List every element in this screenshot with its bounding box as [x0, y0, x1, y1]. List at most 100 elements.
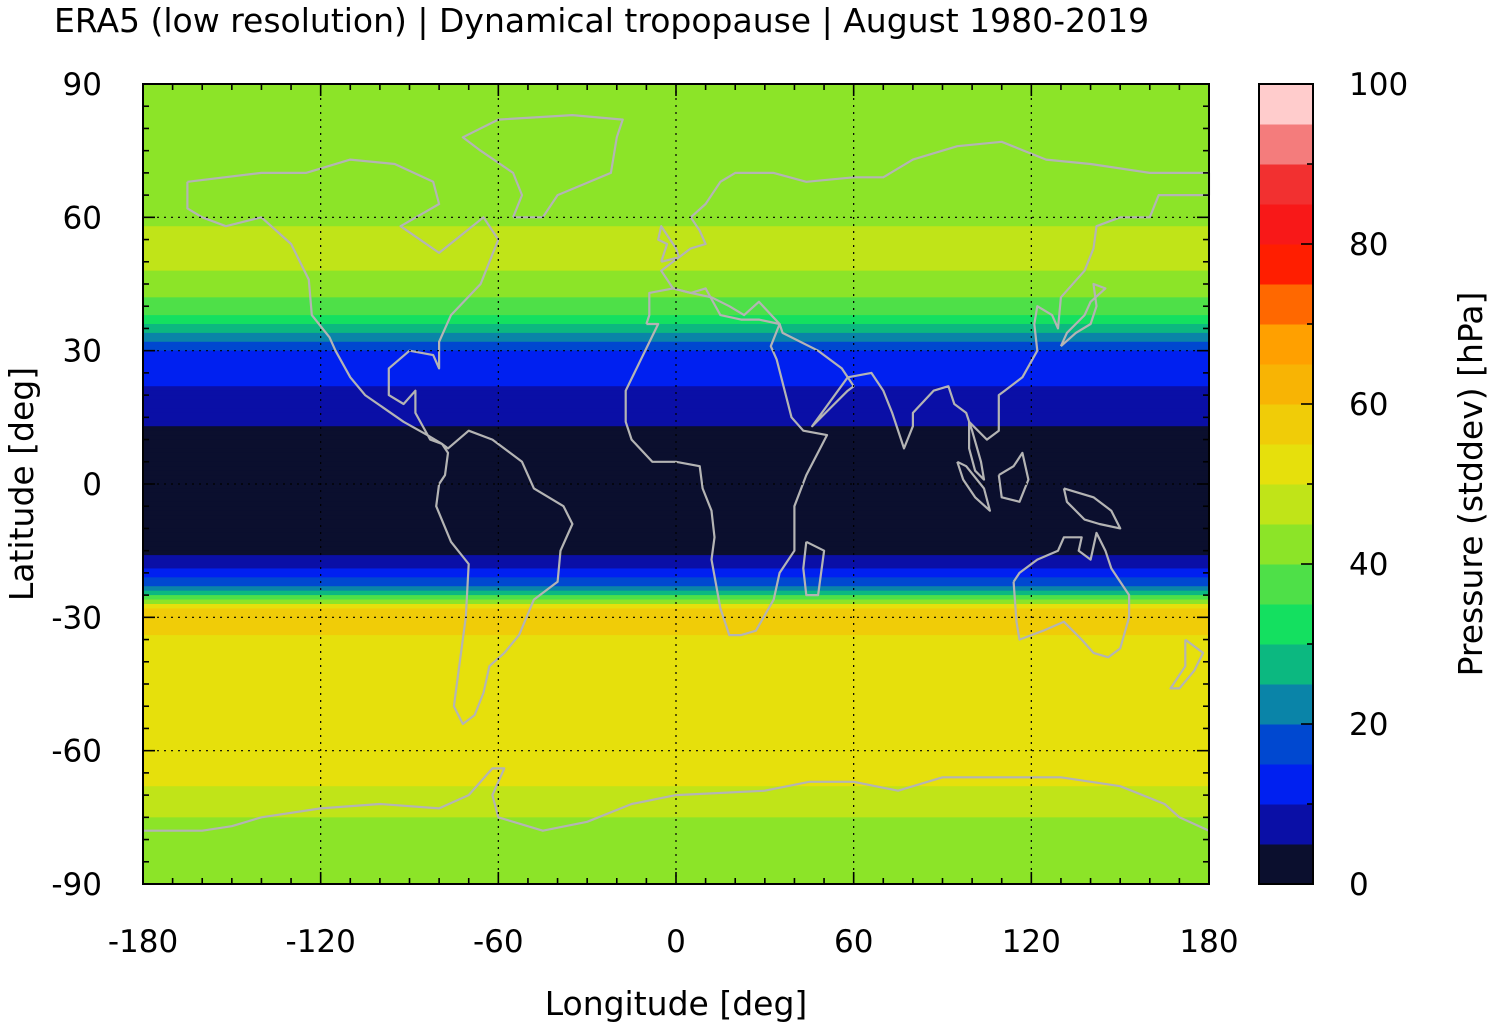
heatmap-band	[143, 679, 1209, 685]
x-tick-labels: -180 -120 -60 0 60 120 180	[108, 924, 1239, 960]
heatmap-band	[143, 435, 1209, 441]
heatmap-band	[143, 470, 1209, 476]
x-tick-label: 0	[666, 924, 686, 960]
heatmap-band	[143, 461, 1209, 467]
colorbar-swatch	[1259, 764, 1313, 805]
heatmap-band	[143, 675, 1209, 681]
colorbar-swatch	[1259, 244, 1313, 285]
x-axis-label: Longitude [deg]	[545, 984, 808, 1023]
heatmap-band	[143, 466, 1209, 472]
heatmap-band	[143, 381, 1209, 387]
heatmap-band	[143, 555, 1209, 561]
chart-title: ERA5 (low resolution) | Dynamical tropop…	[54, 1, 1149, 40]
coastline-outline	[143, 114, 1211, 832]
heatmap-band	[143, 444, 1209, 450]
greenland-outline	[461, 114, 624, 219]
colorbar-swatch	[1259, 724, 1313, 765]
heatmap-band	[143, 604, 1209, 610]
heatmap-band	[143, 399, 1209, 405]
heatmap-band	[143, 101, 1209, 107]
colorbar-tick-label: 20	[1349, 707, 1388, 743]
heatmap-band	[143, 564, 1209, 570]
heatmap-band	[143, 457, 1209, 463]
heatmap-band	[143, 697, 1209, 703]
new-zealand-outline	[1169, 638, 1205, 690]
heatmap-band	[143, 857, 1209, 863]
heatmap-band	[143, 448, 1209, 454]
eurasia-outline	[660, 140, 1211, 481]
heatmap-band	[143, 261, 1209, 267]
heatmap-band	[143, 821, 1209, 827]
madagascar-outline	[802, 540, 826, 597]
heatmap-band	[143, 772, 1209, 778]
y-tick-label: 0	[82, 467, 102, 503]
heatmap-band	[143, 181, 1209, 187]
heatmap-band	[143, 546, 1209, 552]
x-tick-label: 120	[1002, 924, 1061, 960]
heatmap-band	[143, 315, 1209, 321]
colorbar-swatch	[1259, 844, 1313, 885]
europe-africa-asia-outline	[624, 287, 829, 637]
colorbar-swatch	[1259, 164, 1313, 205]
heatmap-band	[143, 297, 1209, 303]
y-tick-label: 30	[63, 334, 102, 370]
y-axis-label: Latitude [deg]	[2, 367, 41, 601]
heatmap-band	[143, 777, 1209, 783]
heatmap-band	[143, 350, 1209, 356]
heatmap-band	[143, 421, 1209, 427]
colorbar-swatch	[1259, 524, 1313, 565]
heatmap-band	[143, 808, 1209, 814]
sumatra-outline	[956, 460, 991, 512]
heatmap-band	[143, 199, 1209, 205]
heatmap-band	[143, 235, 1209, 241]
heatmap-band	[143, 168, 1209, 174]
heatmap-band	[143, 644, 1209, 650]
heatmap-band	[143, 395, 1209, 401]
heatmap-band	[143, 826, 1209, 832]
heatmap-band	[143, 861, 1209, 867]
y-tick-label: -30	[51, 600, 102, 636]
x-tick-label: -60	[473, 924, 524, 960]
y-tick-label: -60	[51, 734, 102, 770]
colorbar-tick-label: 40	[1349, 547, 1388, 583]
heatmap-band	[143, 310, 1209, 316]
heatmap-band	[143, 217, 1209, 223]
heatmap-band	[143, 115, 1209, 121]
heatmap-band	[143, 750, 1209, 756]
plot-frame	[142, 83, 1210, 885]
heatmap-band	[143, 844, 1209, 850]
colorbar-swatch	[1259, 364, 1313, 405]
antarctica-outline	[143, 767, 1210, 832]
colorbar-swatch	[1259, 604, 1313, 645]
heatmap-band	[143, 368, 1209, 374]
heatmap-band	[143, 759, 1209, 765]
x-tick-label: 60	[834, 924, 873, 960]
colorbar-swatch	[1259, 564, 1313, 605]
heatmap-band	[143, 337, 1209, 343]
heatmap-band	[143, 764, 1209, 770]
y-tick-label: 60	[63, 200, 102, 236]
heatmap-band	[143, 226, 1209, 232]
heatmap-band	[143, 590, 1209, 596]
heatmap-band	[143, 666, 1209, 672]
heatmap-band	[143, 688, 1209, 694]
heatmap-band	[143, 324, 1209, 330]
borneo-outline	[997, 451, 1030, 503]
heatmap-band	[143, 799, 1209, 805]
colorbar-swatch	[1259, 644, 1313, 685]
heatmap-band	[143, 417, 1209, 423]
heatmap-band	[143, 528, 1209, 534]
colorbar-swatch	[1259, 684, 1313, 725]
colorbar-swatch	[1259, 404, 1313, 445]
heatmap-band	[143, 137, 1209, 143]
heatmap-band	[143, 786, 1209, 792]
heatmap-band	[143, 541, 1209, 547]
heatmap-band	[143, 190, 1209, 196]
heatmap-band	[143, 332, 1209, 338]
heatmap-band	[143, 372, 1209, 378]
colorbar-swatch	[1259, 124, 1313, 165]
heatmap-band	[143, 266, 1209, 272]
heatmap-band	[143, 839, 1209, 845]
heatmap-band	[143, 252, 1209, 258]
